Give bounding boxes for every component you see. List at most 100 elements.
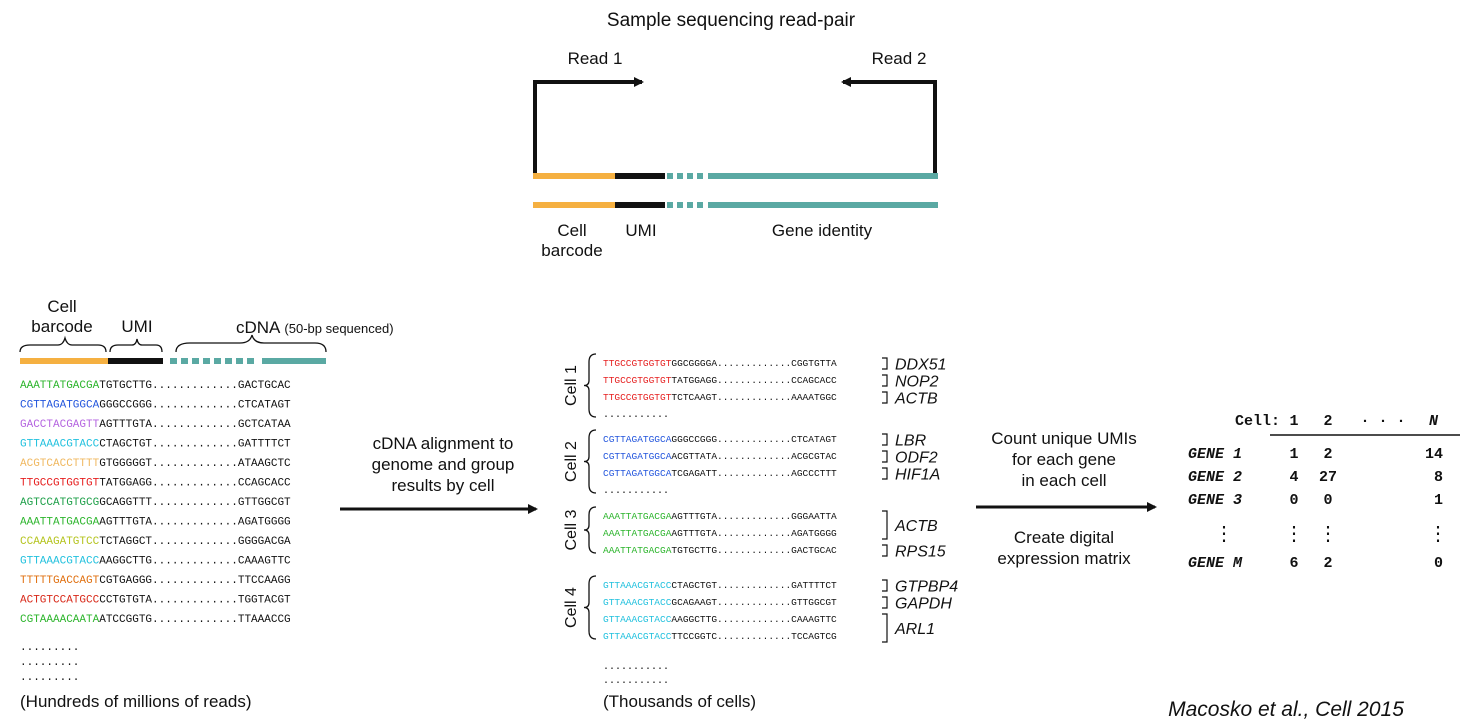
dots-row: ......... xyxy=(20,642,79,654)
matrix-cell: 4 xyxy=(1289,469,1298,486)
gene-label: GTPBP4 xyxy=(895,579,958,596)
cell-brace xyxy=(583,575,597,640)
read-barcode: GTTAAACGTACC xyxy=(20,556,100,568)
read-rest: TCTCAAGT.............AAAATGGC xyxy=(671,392,837,403)
read-barcode: AAATTATGACGA xyxy=(603,511,672,522)
middle-footer: (Thousands of cells) xyxy=(603,692,756,711)
gene-label: NOP2 xyxy=(895,374,939,391)
matrix-cell: 14 xyxy=(1425,446,1443,463)
matrix-gene-name: GENE 2 xyxy=(1188,469,1242,486)
matrix-gene-name: GENE 3 xyxy=(1188,492,1242,509)
read-rest: AGTTTGTA.............GGGAATTA xyxy=(671,511,837,522)
left-cdna-label: cDNA (50-bp sequenced) xyxy=(236,318,394,337)
citation: Macosko et al., Cell 2015 xyxy=(1168,698,1404,721)
read-rest: ATCCGGTG.............TTAAACCG xyxy=(99,614,290,626)
read-row: TTGCCGTGGTGTTATGGAGG.............CCAGCAC… xyxy=(20,478,291,490)
arrow2-line3: in each cell xyxy=(1021,471,1106,490)
cell-brace xyxy=(583,429,597,494)
read-barcode: TTGCCGTGGTGT xyxy=(603,358,672,369)
gene-label: HIF1A xyxy=(895,467,940,484)
cell-group-4: Cell 4GTTAAACGTACCCTAGCTGT.............G… xyxy=(563,575,958,643)
read-barcode: TTGCCGTGGTGT xyxy=(603,375,672,386)
read-row: CCAAAGATGTCCTCTAGGCT.............GGGGACG… xyxy=(20,536,291,548)
read-rest: GGGCCGGG.............CTCATAGT xyxy=(671,434,837,445)
read-barcode: ACTGTCCATGCC xyxy=(20,595,100,607)
matrix-col-header: N xyxy=(1429,413,1439,430)
read-rest: AGTTTGTA.............AGATGGGG xyxy=(671,528,837,539)
read-row: GTTAAACGTACCAAGGCTTG.............CAAAGTT… xyxy=(20,556,291,568)
matrix-cell: 2 xyxy=(1323,446,1332,463)
cell-read-row: GTTAAACGTACCAAGGCTTG.............CAAAGTT… xyxy=(603,614,837,625)
read-barcode: GTTAAACGTACC xyxy=(603,580,672,591)
cell-group-2: Cell 2CGTTAGATGGCAGGGCCGGG.............C… xyxy=(563,429,940,497)
gene-label: ODF2 xyxy=(895,450,938,467)
cell-brace xyxy=(583,506,597,554)
read-barcode: GACCTACGAGTT xyxy=(20,419,100,431)
gene-bracket xyxy=(882,357,888,370)
read-rest: GGGCCGGG.............CTCATAGT xyxy=(99,400,291,412)
cdna-word: cDNA xyxy=(236,318,281,337)
read-row: GTTAAACGTACCCTAGCTGT.............GATTTTC… xyxy=(20,439,291,451)
matrix-row: GENE 3 0 0 1 xyxy=(1188,492,1443,509)
dots-row: ........... xyxy=(603,662,669,673)
read-row: AAATTATGACGAAGTTTGTA.............AGATGGG… xyxy=(20,517,291,529)
read-row: TTTTTGACCAGTCGTGAGGG.............TTCCAAG… xyxy=(20,575,291,587)
read-barcode: GTTAAACGTACC xyxy=(20,439,100,451)
arrow1-line1: cDNA alignment to xyxy=(373,434,514,453)
gene-bracket xyxy=(882,613,888,643)
matrix-col-header: 1 xyxy=(1289,413,1298,430)
matrix-col-header: · · · xyxy=(1360,413,1405,430)
cell-read-row: GTTAAACGTACCGCAGAAGT.............GTTGGCG… xyxy=(603,597,837,608)
arrow1-line2: genome and group xyxy=(372,455,515,474)
cell-label: Cell 3 xyxy=(563,509,580,550)
cell-read-row: TTGCCGTGGTGTTATGGAGG.............CCAGCAC… xyxy=(603,375,837,386)
read-row: ACGTCACCTTTTGTGGGGGT.............ATAAGCT… xyxy=(20,458,291,470)
left-cdna-brace xyxy=(175,334,327,353)
dots-row: ......... xyxy=(20,672,79,684)
cell-brace xyxy=(583,353,597,418)
cell-read-row: CGTTAGATGGCAACGTTATA.............ACGCGTA… xyxy=(603,451,837,462)
gene-bracket xyxy=(882,510,888,540)
left-umi-label: UMI xyxy=(121,317,152,336)
read-rest: AAGGCTTG.............CAAAGTTC xyxy=(99,556,291,568)
matrix-cell: 1 xyxy=(1434,492,1443,509)
counting-step: Count unique UMIs for each gene in each … xyxy=(976,429,1157,568)
read-rest: CCTGTGTA.............TGGTACGT xyxy=(99,595,291,607)
gene-bracket xyxy=(882,467,888,480)
grouped-by-cell-panel: Cell 1TTGCCGTGGTGTGGCGGGGA.............C… xyxy=(563,353,958,687)
matrix-row: GENE 1 1 2 14 xyxy=(1188,446,1443,463)
read-rest: GCAGGTTT.............GTTGGCGT xyxy=(99,497,291,509)
read-barcode: AAATTATGACGA xyxy=(603,528,672,539)
gene-label: DDX51 xyxy=(895,357,947,374)
read-rest: CTAGCTGT.............GATTTTCT xyxy=(671,580,837,591)
dots-row: ........... xyxy=(603,486,669,497)
gene-bracket xyxy=(882,374,888,387)
gene-label: ACTB xyxy=(894,518,938,535)
matrix-row: GENE 2 4 27 8 xyxy=(1188,469,1443,486)
gene-label: ACTB xyxy=(894,391,938,408)
read-rest: AGTTTGTA.............AGATGGGG xyxy=(99,517,290,529)
gene-label: RPS15 xyxy=(895,544,946,561)
cell-label: Cell 1 xyxy=(563,365,580,406)
read-rest: GCAGAAGT.............GTTGGCGT xyxy=(671,597,837,608)
read1-label: Read 1 xyxy=(568,49,623,68)
left-read-list: AAATTATGACGATGTGCTTG.............GACTGCA… xyxy=(20,380,291,626)
matrix-vdots: ⋮ xyxy=(1318,524,1338,547)
read-rest: TATGGAGG.............CCAGCACC xyxy=(99,478,291,490)
matrix-cell: 0 xyxy=(1323,492,1332,509)
left-more-dots: ........................... xyxy=(20,642,79,684)
dots-row: ......... xyxy=(20,657,79,669)
read-barcode: GTTAAACGTACC xyxy=(603,631,672,642)
read-barcode: CGTAAAACAATA xyxy=(20,614,100,626)
read-row: AGTCCATGTGCGGCAGGTTT.............GTTGGCG… xyxy=(20,497,291,509)
read-barcode: AAATTATGACGA xyxy=(20,517,100,529)
read-rest: TTCCGGTC.............TCCAGTCG xyxy=(671,631,837,642)
gene-label: LBR xyxy=(895,433,927,450)
matrix-col-header: 2 xyxy=(1323,413,1332,430)
read2-label: Read 2 xyxy=(872,49,927,68)
read-rest: CGTGAGGG.............TTCCAAGG xyxy=(99,575,290,587)
read-pair-title: Sample sequencing read-pair xyxy=(607,10,856,31)
arrow2-line4: Create digital xyxy=(1014,528,1114,547)
read-rest: CTAGCTGT.............GATTTTCT xyxy=(99,439,291,451)
read-barcode: TTGCCGTGGTGT xyxy=(603,392,672,403)
